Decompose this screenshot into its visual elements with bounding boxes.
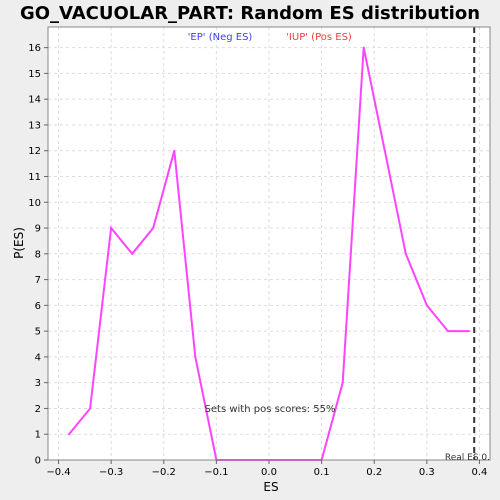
x-tick-label: −0.3 [99, 467, 123, 478]
y-tick-label: 14 [28, 95, 41, 106]
x-axis-label: ES [263, 480, 278, 494]
legend-neg-es: 'EP' (Neg ES) [188, 32, 253, 43]
data-point [68, 433, 70, 435]
data-point [152, 227, 154, 229]
y-tick-label: 2 [35, 404, 41, 415]
x-tick-label: 0.3 [419, 467, 435, 478]
data-point [89, 408, 91, 410]
data-point [194, 356, 196, 358]
y-axis-label: P(ES) [12, 227, 26, 259]
y-tick-label: 16 [28, 43, 41, 54]
data-point [110, 227, 112, 229]
x-tick-label: 0.1 [314, 467, 330, 478]
x-tick-label: 0.2 [366, 467, 382, 478]
data-point [447, 330, 449, 332]
data-point [384, 150, 386, 152]
x-tick-label: 0.4 [472, 467, 488, 478]
y-tick-label: 0 [35, 456, 41, 467]
x-tick-label: −0.2 [152, 467, 176, 478]
chart-title: GO_VACUOLAR_PART: Random ES distribution [20, 3, 480, 24]
y-tick-label: 11 [28, 172, 41, 183]
y-tick-label: 6 [35, 301, 41, 312]
real-es-label: Real ES 0. [445, 453, 490, 463]
data-point [405, 253, 407, 255]
y-tick-label: 13 [28, 120, 41, 131]
y-tick-label: 12 [28, 146, 41, 157]
x-tick-label: 0.0 [261, 467, 277, 478]
data-point [131, 253, 133, 255]
y-tick-label: 4 [35, 352, 41, 363]
data-point [468, 330, 470, 332]
y-tick-label: 15 [28, 69, 41, 80]
y-tick-label: 1 [35, 430, 41, 441]
legend-pos-es: 'IUP' (Pos ES) [286, 32, 352, 43]
y-tick-label: 9 [35, 224, 41, 235]
y-tick-label: 7 [35, 275, 41, 286]
data-point [426, 304, 428, 306]
y-tick-label: 8 [35, 249, 41, 260]
x-tick-label: −0.1 [204, 467, 228, 478]
y-tick-label: 3 [35, 378, 41, 389]
y-tick-label: 10 [28, 198, 41, 209]
data-point [363, 47, 365, 49]
pos-scores-annotation: Sets with pos scores: 55% [205, 404, 336, 415]
y-tick-label: 5 [35, 327, 41, 338]
data-point [342, 382, 344, 384]
data-point [173, 150, 175, 152]
x-tick-label: −0.4 [46, 467, 70, 478]
